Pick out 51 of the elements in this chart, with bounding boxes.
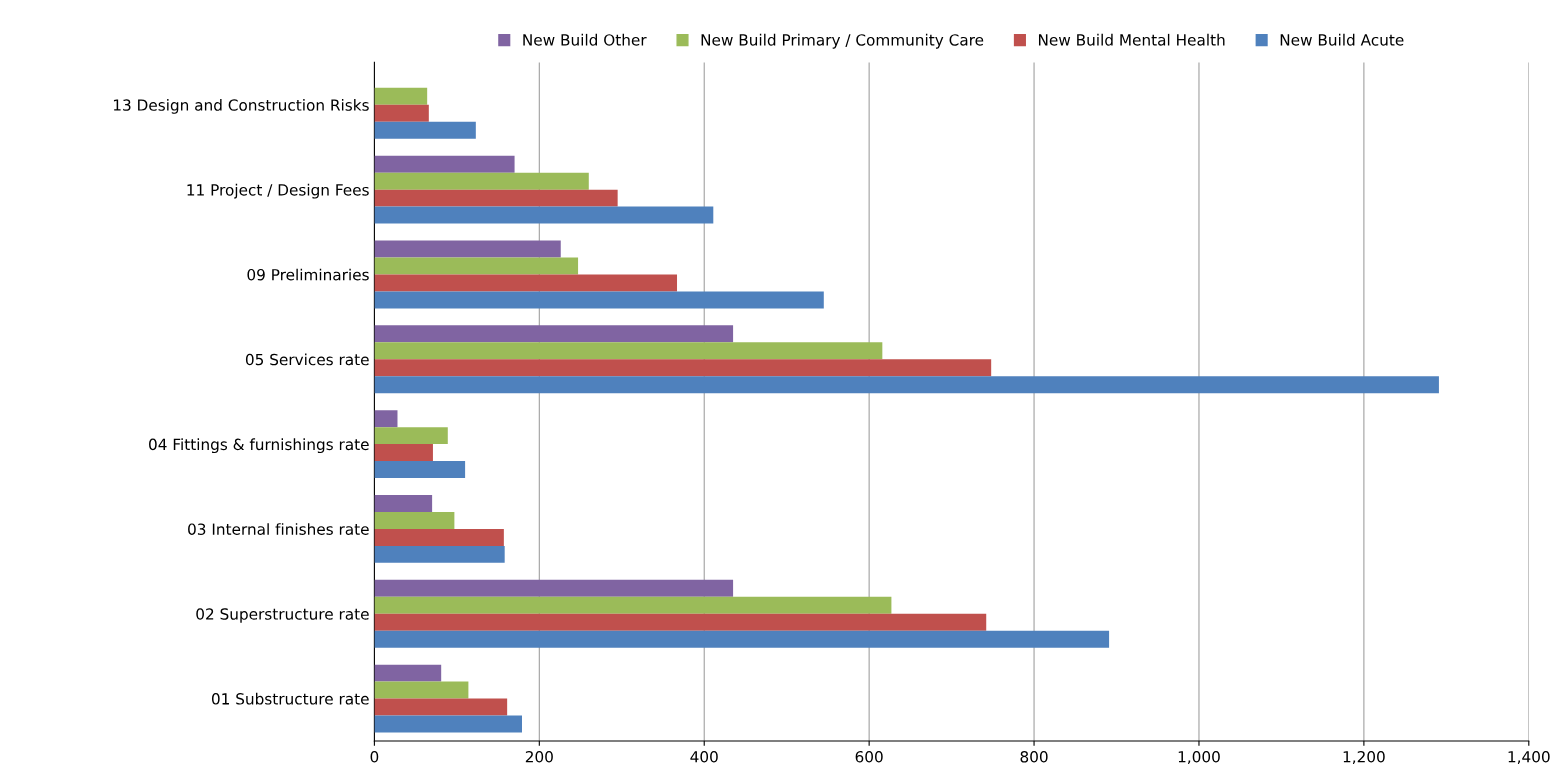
y-tick-label: 05 Services rate — [245, 353, 369, 366]
bar — [374, 257, 579, 275]
bar — [374, 698, 508, 716]
bar — [374, 613, 987, 631]
x-tick-label: 0 — [370, 750, 379, 763]
x-tick-label: 400 — [690, 750, 718, 763]
bar — [374, 495, 433, 512]
bar — [374, 444, 433, 462]
bar — [374, 579, 734, 597]
bar — [374, 121, 476, 139]
bar — [374, 206, 714, 224]
bar — [374, 240, 561, 258]
legend-label: New Build Other — [523, 33, 647, 46]
x-tick-label: 600 — [855, 750, 883, 763]
bar — [374, 461, 466, 479]
bar — [374, 511, 455, 529]
bar — [374, 359, 992, 377]
bar — [374, 172, 589, 190]
bar — [374, 664, 442, 682]
bar — [374, 325, 734, 343]
y-tick-label: 02 Superstructure rate — [196, 608, 369, 623]
x-tick-label: 1,200 — [1343, 750, 1385, 765]
bar — [374, 545, 505, 563]
bar — [374, 104, 429, 122]
y-tick-label: 04 Fittings & furnishings rate — [149, 438, 369, 454]
bar — [374, 376, 1439, 394]
y-tick-label: 09 Preliminaries — [247, 268, 369, 281]
bar — [374, 681, 469, 699]
x-tick-label: 200 — [525, 750, 553, 763]
bar — [374, 630, 1110, 648]
bar — [374, 274, 678, 292]
bar — [374, 291, 824, 309]
x-tick-label: 1,400 — [1508, 750, 1550, 765]
legend-label: New Build Primary / Community Care — [701, 33, 984, 49]
bar — [374, 342, 883, 360]
x-tick-label: 800 — [1020, 750, 1048, 763]
bar — [374, 715, 522, 733]
x-tick-label: 1,000 — [1178, 750, 1220, 765]
y-tick-label: 13 Design and Construction Risks — [113, 99, 369, 114]
bar — [374, 189, 618, 207]
bar — [374, 596, 892, 614]
legend-label: New Build Mental Health — [1038, 33, 1225, 46]
bar — [374, 528, 504, 546]
bar — [374, 410, 398, 428]
bar — [374, 427, 448, 445]
y-tick-label: 01 Substructure rate — [211, 692, 369, 705]
bar — [374, 155, 515, 173]
bar — [374, 87, 428, 105]
y-tick-label: 11 Project / Design Fees — [187, 183, 369, 199]
y-tick-label: 03 Internal finishes rate — [188, 523, 369, 535]
legend-label: New Build Acute — [1280, 33, 1404, 46]
